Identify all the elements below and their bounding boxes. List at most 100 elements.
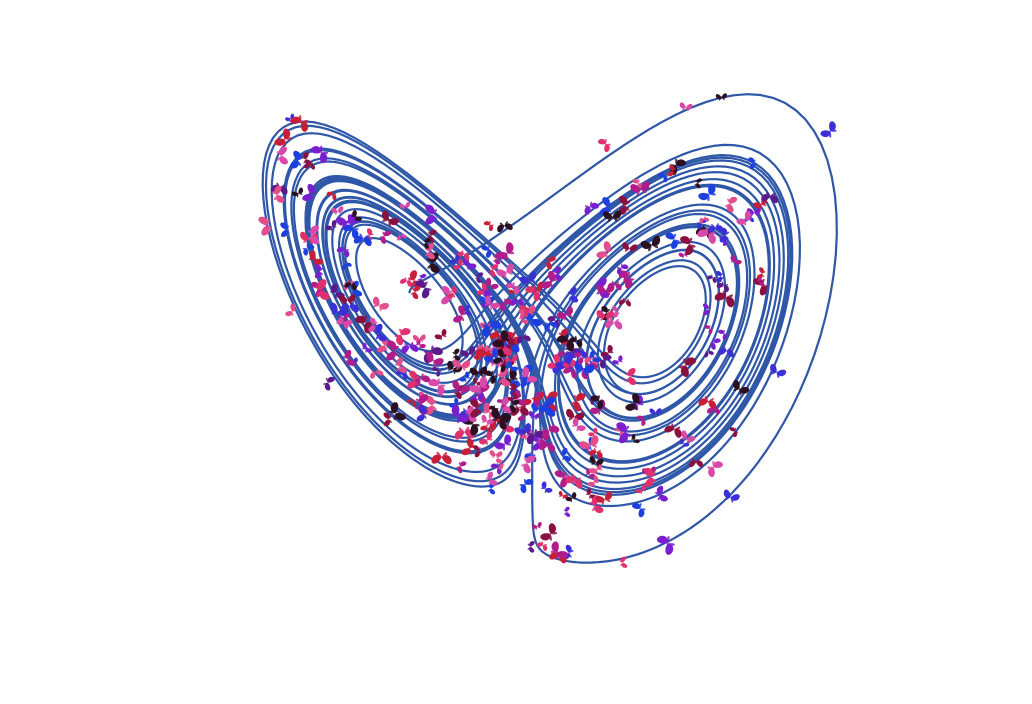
butterfly-icon <box>736 210 752 226</box>
butterfly-icon <box>718 329 728 340</box>
butterfly-icon <box>290 150 304 169</box>
butterfly-icon <box>475 272 484 283</box>
butterfly-layer <box>258 93 837 568</box>
butterfly-icon <box>428 378 446 396</box>
butterfly-icon <box>383 412 393 427</box>
butterfly-icon <box>456 250 470 261</box>
butterfly-icon <box>386 340 400 361</box>
butterfly-icon <box>528 410 541 420</box>
butterfly-icon <box>510 297 525 307</box>
butterfly-icon <box>325 220 337 232</box>
butterfly-icon <box>718 346 734 358</box>
butterfly-icon <box>407 370 420 389</box>
butterfly-icon <box>497 221 513 233</box>
butterfly-icon <box>271 185 285 203</box>
butterfly-icon <box>518 304 530 316</box>
butterfly-icon <box>544 320 558 332</box>
butterfly-icon <box>714 290 735 308</box>
butterfly-icon <box>441 286 453 305</box>
butterfly-icon <box>521 455 536 474</box>
butterfly-icon <box>579 435 599 452</box>
butterfly-icon <box>723 489 740 503</box>
butterfly-icon <box>304 162 315 170</box>
butterfly-icon <box>702 303 711 316</box>
butterfly-icon <box>507 360 519 372</box>
butterfly-icon <box>618 297 632 307</box>
butterfly-icon <box>636 415 647 426</box>
butterfly-icon <box>361 342 373 353</box>
butterfly-icon <box>344 280 357 291</box>
butterfly-icon <box>697 227 716 244</box>
butterfly-icon <box>483 348 499 363</box>
butterfly-icon <box>285 303 297 317</box>
butterfly-icon <box>504 354 518 365</box>
butterfly-icon <box>410 285 421 300</box>
butterfly-icon <box>519 478 534 494</box>
butterfly-icon <box>588 350 601 363</box>
butterfly-icon <box>756 267 766 279</box>
butterfly-icon <box>478 431 493 446</box>
butterfly-icon <box>301 152 312 166</box>
butterfly-icon <box>351 210 362 222</box>
butterfly-icon <box>704 349 714 358</box>
butterfly-icon <box>485 277 499 291</box>
butterfly-icon <box>508 399 520 413</box>
butterfly-icon <box>401 341 419 354</box>
butterfly-icon <box>258 216 273 236</box>
butterfly-icon <box>565 474 583 489</box>
butterfly-icon <box>644 468 657 487</box>
butterfly-icon <box>625 393 642 411</box>
butterfly-icon <box>399 201 411 210</box>
butterfly-icon <box>563 506 571 517</box>
butterfly-icon <box>488 264 499 277</box>
butterfly-icon <box>657 535 675 555</box>
butterfly-icon <box>658 172 668 183</box>
butterfly-icon <box>422 238 431 249</box>
butterfly-icon <box>567 286 579 303</box>
butterfly-icon <box>664 423 682 438</box>
butterfly-icon <box>452 258 464 270</box>
butterfly-icon <box>550 541 569 560</box>
butterfly-icon <box>506 281 520 295</box>
butterfly-icon <box>492 330 510 348</box>
butterfly-icon <box>495 458 505 470</box>
butterfly-icon <box>314 279 330 300</box>
butterfly-icon <box>331 206 344 215</box>
butterfly-icon <box>379 230 391 244</box>
trajectory-segment <box>264 124 727 483</box>
butterfly-icon <box>323 376 335 391</box>
butterfly-icon <box>588 447 603 459</box>
butterfly-icon <box>585 488 597 499</box>
butterfly-icon <box>541 270 558 289</box>
butterfly-icon <box>400 277 413 287</box>
butterfly-icon <box>431 451 452 465</box>
butterfly-icon <box>336 317 349 329</box>
butterfly-icon <box>635 484 646 494</box>
butterfly-icon <box>607 280 622 291</box>
butterfly-icon <box>463 305 472 316</box>
butterfly-icon <box>342 261 352 270</box>
butterfly-icon <box>665 232 680 249</box>
butterfly-icon <box>326 190 337 201</box>
butterfly-icon <box>554 470 570 488</box>
butterfly-icon <box>603 210 622 222</box>
butterfly-icon <box>491 407 512 425</box>
butterfly-icon <box>302 183 317 201</box>
butterfly-icon <box>483 220 494 232</box>
butterfly-icon <box>572 417 586 432</box>
butterfly-icon <box>680 236 696 255</box>
butterfly-icon <box>678 357 697 377</box>
butterfly-icon <box>622 242 638 254</box>
butterfly-icon <box>424 243 435 260</box>
butterfly-icon <box>654 485 668 502</box>
butterfly-icon <box>733 380 750 396</box>
butterfly-icon <box>482 319 502 338</box>
butterfly-icon <box>291 187 304 198</box>
butterfly-icon <box>353 233 372 247</box>
butterfly-icon <box>630 181 650 196</box>
butterfly-icon <box>314 264 324 279</box>
butterfly-icon <box>698 395 717 410</box>
butterfly-icon <box>558 490 569 500</box>
butterfly-icon <box>595 491 612 505</box>
butterfly-icon <box>536 541 548 551</box>
